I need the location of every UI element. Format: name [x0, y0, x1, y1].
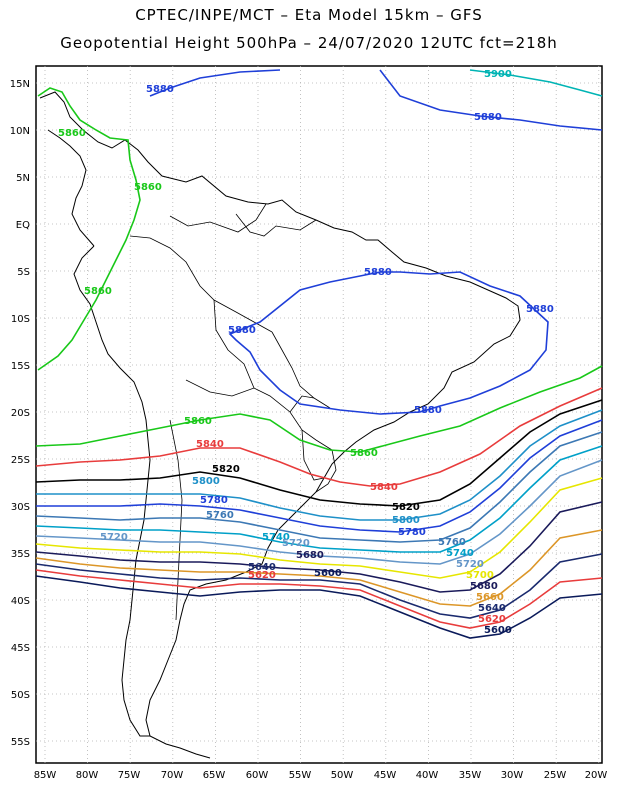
label-5800-a: 5800 [192, 476, 220, 487]
label-5860-c: 5860 [84, 286, 112, 297]
lon-label: 60W [246, 770, 269, 781]
contour-5800 [36, 409, 603, 521]
label-5680-b: 5680 [470, 581, 498, 592]
longitude-labels: 85W 80W 75W 70W 65W 60W 55W 50W 45W 40W … [34, 770, 608, 781]
label-5740-a: 5740 [262, 532, 290, 543]
label-5880-c: 5880 [364, 267, 392, 278]
label-5720-c: 5720 [456, 559, 484, 570]
gridlines [36, 66, 602, 763]
label-5880-a: 5880 [146, 84, 174, 95]
contour-5620 [35, 569, 603, 629]
contour-5860 [35, 365, 603, 453]
label-5780-b: 5780 [398, 527, 426, 538]
label-5640-a: 5640 [248, 562, 276, 573]
label-5660: 5660 [476, 592, 504, 603]
lat-label: 15N [10, 79, 30, 90]
contour-5780 [36, 419, 603, 533]
label-5600-b: 5600 [484, 625, 512, 636]
lon-label: 30W [501, 770, 524, 781]
lat-label: 5S [17, 267, 30, 278]
lon-label: 40W [416, 770, 439, 781]
label-5840-a: 5840 [196, 439, 224, 450]
contour-5720 [35, 459, 603, 565]
label-5800-b: 5800 [392, 515, 420, 526]
label-5860-a: 5860 [58, 128, 86, 139]
label-5860-e: 5860 [350, 448, 378, 459]
contour-5600 [35, 575, 603, 639]
lon-label: 45W [374, 770, 397, 781]
lat-label: 15S [11, 361, 30, 372]
lon-label: 50W [331, 770, 354, 781]
contour-5740 [35, 445, 603, 553]
lon-label: 55W [289, 770, 312, 781]
contour-5700 [35, 477, 603, 579]
contour-5680 [35, 501, 603, 593]
contour-5660 [35, 529, 603, 607]
lon-label: 65W [203, 770, 226, 781]
lon-label: 20W [585, 770, 608, 781]
contour-5880-north [149, 69, 281, 97]
lon-label: 35W [459, 770, 482, 781]
lat-label: 35S [11, 549, 30, 560]
contour-5640 [35, 553, 603, 619]
label-5720-b: 5720 [282, 538, 310, 549]
label-5700: 5700 [466, 570, 494, 581]
contour-5880-brazil [228, 271, 549, 415]
label-5880-d: 5880 [526, 304, 554, 315]
lat-label: 55S [11, 737, 30, 748]
lat-label: 10N [10, 126, 30, 137]
lat-label: 30S [11, 502, 30, 513]
label-5620-a: 5620 [248, 570, 276, 581]
contour-5880-east [379, 69, 603, 131]
lat-label: EQ [16, 220, 30, 231]
lon-label: 70W [161, 770, 184, 781]
title-line-2: Geopotential Height 500hPa – 24/07/2020 … [60, 34, 558, 52]
contour-5860-north [37, 87, 141, 371]
contour-5840 [35, 387, 603, 487]
label-5860-d: 5860 [184, 416, 212, 427]
lon-label: 80W [76, 770, 99, 781]
label-5620-b: 5620 [478, 614, 506, 625]
label-5740-b: 5740 [446, 548, 474, 559]
lat-label: 20S [11, 408, 30, 419]
lat-label: 50S [11, 690, 30, 701]
label-5760-b: 5760 [438, 537, 466, 548]
label-5840-b: 5840 [370, 482, 398, 493]
contour-lines [35, 69, 603, 639]
latitude-labels: 15N 10N 5N EQ 5S 10S 15S 20S 25S 30S 35S… [10, 79, 30, 748]
lat-label: 10S [11, 314, 30, 325]
lat-label: 5N [16, 173, 30, 184]
lat-label: 40S [11, 596, 30, 607]
lon-label: 75W [118, 770, 141, 781]
label-5760-a: 5760 [206, 510, 234, 521]
contour-labels: 5900 5880 5880 5880 5880 5880 5880 5860 … [58, 69, 554, 636]
label-5880-e: 5880 [228, 325, 256, 336]
label-5820-b: 5820 [392, 502, 420, 513]
contour-5820 [35, 399, 603, 507]
label-5880-f: 5880 [414, 405, 442, 416]
contour-5900 [469, 69, 603, 97]
label-5640-b: 5640 [478, 603, 506, 614]
lat-label: 45S [11, 643, 30, 654]
label-5900: 5900 [484, 69, 512, 80]
title-line-1: CPTEC/INPE/MCT – Eta Model 15km – GFS [135, 6, 483, 24]
label-5680-a: 5680 [296, 550, 324, 561]
lon-label: 25W [544, 770, 567, 781]
map-frame [35, 65, 603, 764]
label-5780-a: 5780 [200, 495, 228, 506]
lon-label: 85W [34, 770, 57, 781]
label-5860-b: 5860 [134, 182, 162, 193]
label-5600-a: 5600 [314, 568, 342, 579]
coastline [39, 91, 521, 759]
label-5880-b: 5880 [474, 112, 502, 123]
label-5820-a: 5820 [212, 464, 240, 475]
lat-label: 25S [11, 455, 30, 466]
contour-5760 [35, 431, 603, 543]
label-5720-a: 5720 [100, 532, 128, 543]
